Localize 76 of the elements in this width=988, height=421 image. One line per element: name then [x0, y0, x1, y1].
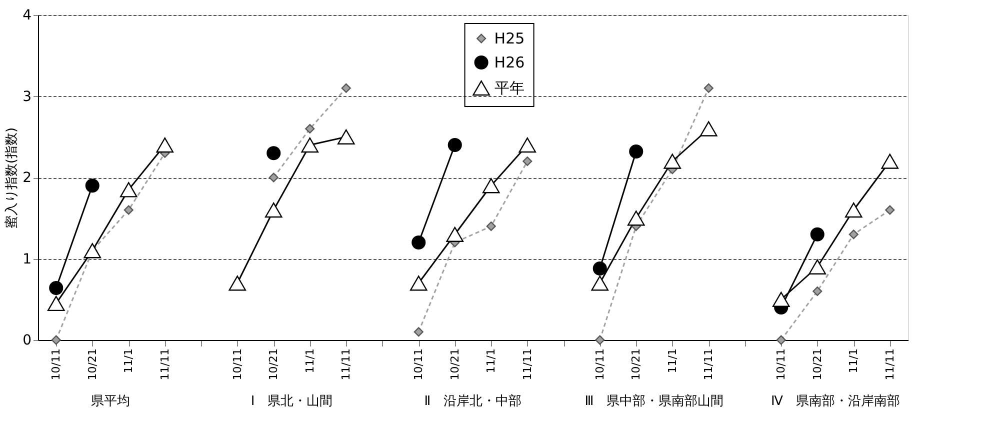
point [522, 156, 532, 166]
point [881, 154, 899, 169]
y-tick-label: 4 [22, 8, 32, 24]
x-tick-label: 10/11 [50, 348, 63, 380]
point [704, 83, 714, 93]
x-tick-label: 10/21 [448, 348, 462, 380]
x-tick-label: 11/11 [883, 348, 896, 380]
point [776, 335, 786, 345]
point [337, 129, 355, 144]
point [412, 235, 426, 250]
legend-label: 平年 [494, 79, 524, 97]
point [156, 137, 174, 153]
x-tick-label: 11/11 [158, 348, 172, 380]
x-tick-label: 11/1 [847, 348, 860, 374]
x-tick-label: 11/11 [702, 348, 716, 380]
point [446, 226, 464, 242]
x-tick-label: 10/11 [774, 348, 788, 380]
point [51, 335, 61, 345]
x-tick-label: 11/1 [484, 348, 498, 374]
point [808, 259, 826, 274]
x-tick-label: 10/11 [412, 348, 426, 380]
point [812, 286, 822, 296]
point [591, 276, 609, 291]
text: 県平均 [91, 394, 130, 409]
x-tick-label: 10/21 [630, 348, 643, 380]
x-tick-label: 11/11 [340, 348, 353, 380]
x-tick-label: 11/1 [122, 348, 136, 374]
point [486, 221, 496, 232]
point [772, 292, 790, 307]
point [629, 144, 644, 159]
legend-label: H25 [494, 30, 525, 48]
x-tick-label: 11/1 [666, 348, 679, 374]
x-tick-label: 11/11 [520, 348, 534, 380]
point [266, 146, 281, 160]
x-tick-label: 10/21 [86, 348, 99, 380]
point [664, 154, 682, 169]
point [885, 205, 895, 215]
point [595, 335, 605, 345]
point [627, 210, 645, 226]
x-tick-label: 10/11 [230, 348, 244, 380]
x-tick-label: 11/1 [303, 348, 316, 374]
point [305, 124, 315, 134]
text: Ⅰ 県北・山間 [250, 394, 333, 409]
y-axis-title: 蜜入り指数(指数) [4, 127, 20, 229]
point [414, 327, 424, 337]
point [810, 227, 824, 242]
text: Ⅲ 県中部・県南部山間 [584, 394, 724, 409]
x-tick-label: 10/21 [267, 348, 280, 380]
point [482, 178, 500, 194]
text: Ⅱ 沿岸北・中部 [424, 394, 522, 409]
point [84, 243, 102, 258]
y-tick-label: 1 [22, 251, 32, 268]
point [120, 182, 138, 198]
point [264, 202, 282, 218]
point [301, 137, 319, 153]
point [49, 280, 64, 296]
point [47, 296, 65, 312]
point [848, 230, 858, 240]
point [268, 172, 278, 182]
y-tick-label: 2 [22, 170, 32, 186]
legend-label: H26 [494, 54, 525, 72]
y-tick-label: 0 [22, 332, 32, 348]
point [228, 276, 246, 291]
point [844, 202, 862, 218]
point [592, 261, 607, 276]
point [700, 121, 718, 136]
y-tick-label: 3 [22, 88, 32, 105]
point [448, 138, 462, 152]
text: Ⅳ 県南部・沿岸南部 [771, 394, 900, 409]
point [518, 137, 536, 153]
x-tick-label: 10/11 [593, 348, 606, 380]
point [410, 276, 428, 291]
point [341, 83, 351, 93]
point [124, 205, 134, 215]
point [85, 178, 100, 193]
x-tick-label: 10/21 [810, 348, 824, 380]
